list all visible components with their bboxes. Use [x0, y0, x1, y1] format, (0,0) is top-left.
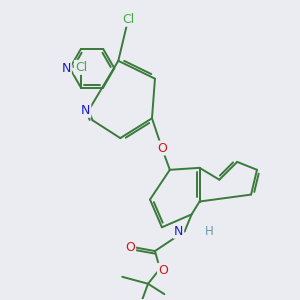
- Text: H: H: [205, 225, 214, 238]
- Text: N: N: [81, 104, 90, 117]
- Text: O: O: [157, 142, 167, 154]
- Text: Cl: Cl: [75, 61, 87, 74]
- Text: O: O: [125, 241, 135, 254]
- Text: N: N: [174, 225, 183, 238]
- Text: N: N: [61, 62, 71, 75]
- Text: Cl: Cl: [122, 13, 134, 26]
- Text: O: O: [158, 264, 168, 277]
